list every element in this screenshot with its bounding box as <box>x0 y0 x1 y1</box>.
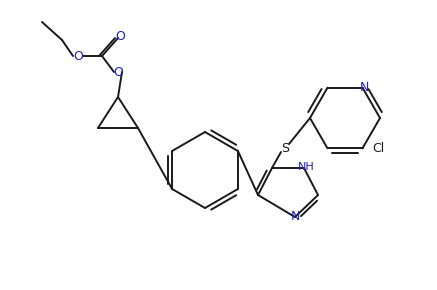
Text: N: N <box>290 211 300 224</box>
Text: S: S <box>281 142 289 155</box>
Text: O: O <box>73 50 83 63</box>
Text: N: N <box>360 81 369 94</box>
Text: O: O <box>115 30 125 43</box>
Text: Cl: Cl <box>372 142 385 155</box>
Text: NH: NH <box>298 162 314 172</box>
Text: O: O <box>113 66 123 79</box>
